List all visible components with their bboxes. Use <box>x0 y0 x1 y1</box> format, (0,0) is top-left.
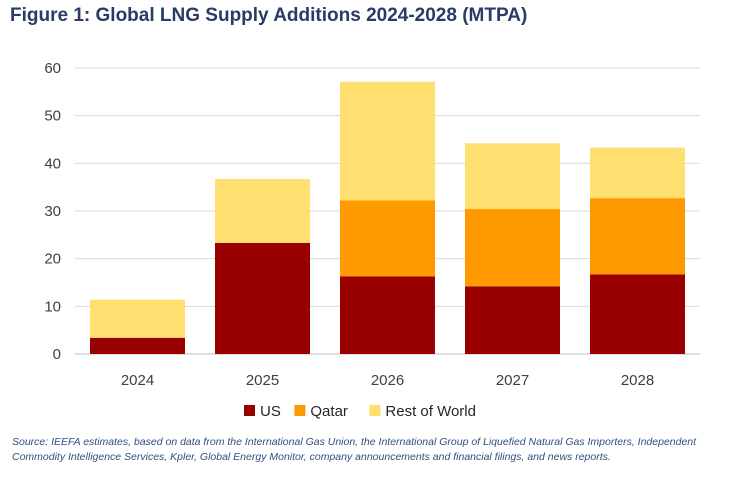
bar-us-2025 <box>215 242 310 354</box>
x-tick-label: 2024 <box>121 372 154 389</box>
bar-rest-of-world-2027 <box>465 143 560 210</box>
x-tick-label: 2028 <box>621 372 654 389</box>
source-note: Source: IEEFA estimates, based on data f… <box>12 436 697 463</box>
legend: US Qatar Rest of World <box>244 403 476 420</box>
bar-qatar-2027 <box>465 209 560 287</box>
bar-us-2026 <box>340 276 435 354</box>
y-tick-label: 10 <box>44 298 61 315</box>
x-tick-label: 2025 <box>246 372 279 389</box>
y-tick-label: 50 <box>44 108 61 125</box>
y-tick-label: 30 <box>44 203 61 220</box>
y-tick-label: 20 <box>44 251 61 268</box>
x-tick-label: 2027 <box>496 372 529 389</box>
y-tick-label: 60 <box>44 60 61 77</box>
legend-swatch-us <box>244 405 255 416</box>
bar-rest-of-world-2024 <box>90 299 185 338</box>
y-tick-label: 40 <box>44 155 61 172</box>
bar-us-2028 <box>590 274 685 354</box>
bar-qatar-2026 <box>340 200 435 277</box>
bar-rest-of-world-2025 <box>215 179 310 243</box>
bar-qatar-2028 <box>590 198 685 275</box>
y-tick-label: 0 <box>53 346 61 363</box>
legend-swatch-rest-of-world <box>369 405 381 416</box>
legend-swatch-qatar <box>294 405 306 416</box>
bar-rest-of-world-2028 <box>590 147 685 199</box>
legend-label-rest-of-world: Rest of World <box>385 403 476 420</box>
bars <box>90 81 685 354</box>
bar-us-2027 <box>465 286 560 354</box>
legend-label-qatar: Qatar <box>310 403 348 420</box>
y-axis-ticks: 0 10 20 30 40 50 60 <box>44 60 61 363</box>
legend-label-us: US <box>260 403 281 420</box>
bar-rest-of-world-2026 <box>340 81 435 201</box>
stacked-bar-chart: 0 10 20 30 40 50 60 2024 2025 2026 2027 2028 US Qat… <box>44 60 700 420</box>
chart-title: Figure 1: Global LNG Supply Additions 20… <box>10 5 528 26</box>
x-tick-label: 2026 <box>371 372 404 389</box>
bar-us-2024 <box>90 337 185 354</box>
x-axis-ticks: 2024 2025 2026 2027 2028 <box>121 372 654 389</box>
